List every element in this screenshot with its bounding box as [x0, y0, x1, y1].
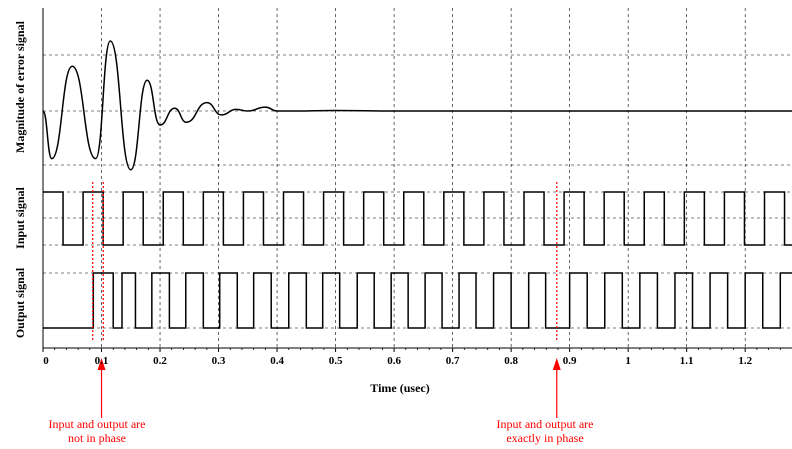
x-tick-label: 0.1: [95, 355, 109, 367]
x-tick-label: 0.4: [270, 355, 284, 367]
output-signal-trace: [43, 272, 792, 329]
x-tick-label: 1: [625, 355, 631, 367]
x-tick-label: 0.9: [563, 355, 577, 367]
annotation-line1: Input and output are: [497, 417, 594, 431]
annotation-not-in-phase: Input and output are not in phase: [49, 417, 146, 445]
x-tick-label: 0.7: [446, 355, 460, 367]
annotation-arrow-head: [552, 358, 561, 370]
x-tick-label: 0.6: [387, 355, 401, 367]
annotation-arrow-head: [97, 358, 106, 370]
input-signal-trace: [43, 191, 792, 246]
x-tick-label: 1.2: [738, 355, 752, 367]
x-tick-label: 0: [43, 355, 49, 367]
traces-group: [42, 40, 792, 329]
x-tick-label: 0.2: [153, 355, 167, 367]
x-tick-label: 0.5: [329, 355, 343, 367]
y-axis-title-input: Input signal: [13, 186, 27, 248]
x-tick-label: 0.3: [212, 355, 226, 367]
x-tick-label: 1.1: [680, 355, 694, 367]
annotation-line1: Input and output are: [49, 417, 146, 431]
annotation-line2: not in phase: [68, 431, 126, 445]
annotation-in-phase: Input and output are exactly in phase: [497, 417, 594, 445]
x-tick-label: 0.8: [504, 355, 518, 367]
annotation-line2: exactly in phase: [506, 431, 583, 445]
x-axis: 0 0.1 0.2 0.3 0.4 0.5 0.6 0.7 0.8 0.9 1 1.1 1.2: [42, 348, 781, 367]
error-signal-trace: [42, 40, 792, 171]
y-axis-title-output: Output signal: [13, 267, 27, 338]
grid-group: [42, 8, 792, 349]
markers-group: [92, 182, 561, 418]
x-axis-title: Time (usec): [370, 381, 429, 395]
y-axis-title-error: Magnitude of error signal: [13, 20, 27, 153]
